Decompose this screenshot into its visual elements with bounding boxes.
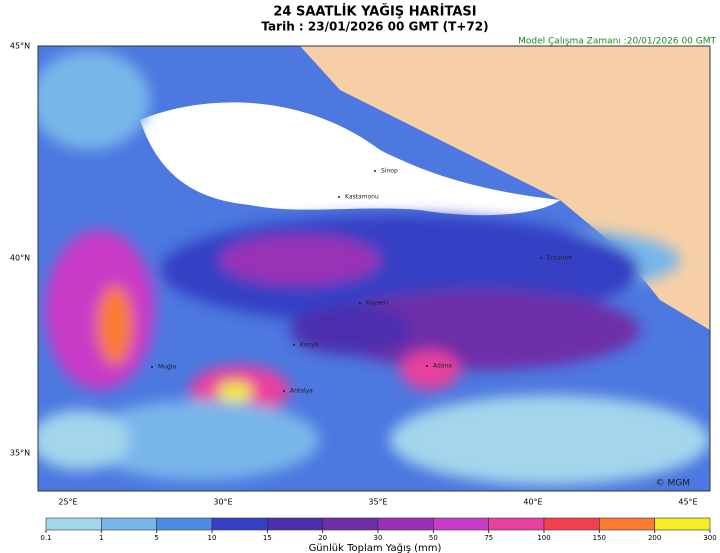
colorbar-box xyxy=(377,517,434,531)
colorbar-box xyxy=(322,517,379,531)
colorbar-label: Günlük Toplam Yağış (mm) xyxy=(309,542,442,553)
colorbar-tick-label: 150 xyxy=(593,534,606,542)
lat-label: 35°N xyxy=(10,449,30,458)
colorbar-tick-label: 1 xyxy=(99,534,103,542)
city-dot xyxy=(338,196,340,198)
colorbar-tick-label: 30 xyxy=(374,534,383,542)
lon-label: 30°E xyxy=(213,498,232,507)
city-dot xyxy=(293,344,295,346)
lon-label: 25°E xyxy=(58,498,77,507)
map xyxy=(38,46,710,491)
lat-label: 45°N xyxy=(10,42,30,51)
city-dot xyxy=(359,302,361,304)
colorbar-tick-label: 200 xyxy=(648,534,661,542)
subtitle: Tarih : 23/01/2026 00 GMT (T+72) xyxy=(261,20,488,34)
city-label: Kayseri xyxy=(366,300,388,307)
city-label: Antalya xyxy=(290,388,313,395)
city-dot xyxy=(540,257,542,259)
colorbar-tick-label: 75 xyxy=(484,534,493,542)
colorbar-box xyxy=(488,517,545,531)
model-time: Model Çalışma Zamanı :20/01/2026 00 GMT xyxy=(518,37,716,47)
city-label: Muğla xyxy=(158,364,176,371)
colorbar-box xyxy=(45,517,102,531)
city-dot xyxy=(151,366,153,368)
map-frame xyxy=(37,45,711,492)
colorbar-tick-label: 5 xyxy=(154,534,158,542)
colorbar-tick-label: 300 xyxy=(703,534,716,542)
colorbar-tick-label: 15 xyxy=(263,534,272,542)
colorbar-tick-label: 10 xyxy=(208,534,217,542)
lon-label: 35°E xyxy=(368,498,387,507)
colorbar-tick-label: 20 xyxy=(318,534,327,542)
colorbar-box xyxy=(599,517,655,531)
colorbar-box xyxy=(211,517,268,531)
colorbar-box xyxy=(433,517,489,531)
credit: © MGM xyxy=(656,479,690,489)
lon-label: 45°E xyxy=(678,498,697,507)
colorbar-tick-label: 0.1 xyxy=(40,534,51,542)
colorbar-box xyxy=(543,517,600,531)
colorbar-box xyxy=(654,517,711,531)
city-label: Kastamonu xyxy=(345,194,379,201)
city-label: Adana xyxy=(433,363,452,370)
colorbar-tick-label: 50 xyxy=(429,534,438,542)
colorbar-box xyxy=(267,517,323,531)
colorbar-box xyxy=(156,517,213,531)
colorbar-box xyxy=(101,517,157,531)
city-label: Konya xyxy=(300,342,319,349)
lon-label: 40°E xyxy=(523,498,542,507)
city-label: Erzurum xyxy=(547,255,572,262)
colorbar-tick-label: 100 xyxy=(537,534,550,542)
city-dot xyxy=(426,365,428,367)
city-dot xyxy=(283,390,285,392)
city-dot xyxy=(374,170,376,172)
title: 24 SAATLİK YAĞIŞ HARİTASI xyxy=(273,4,476,20)
lat-label: 40°N xyxy=(10,254,30,263)
city-label: Sinop xyxy=(381,168,398,175)
